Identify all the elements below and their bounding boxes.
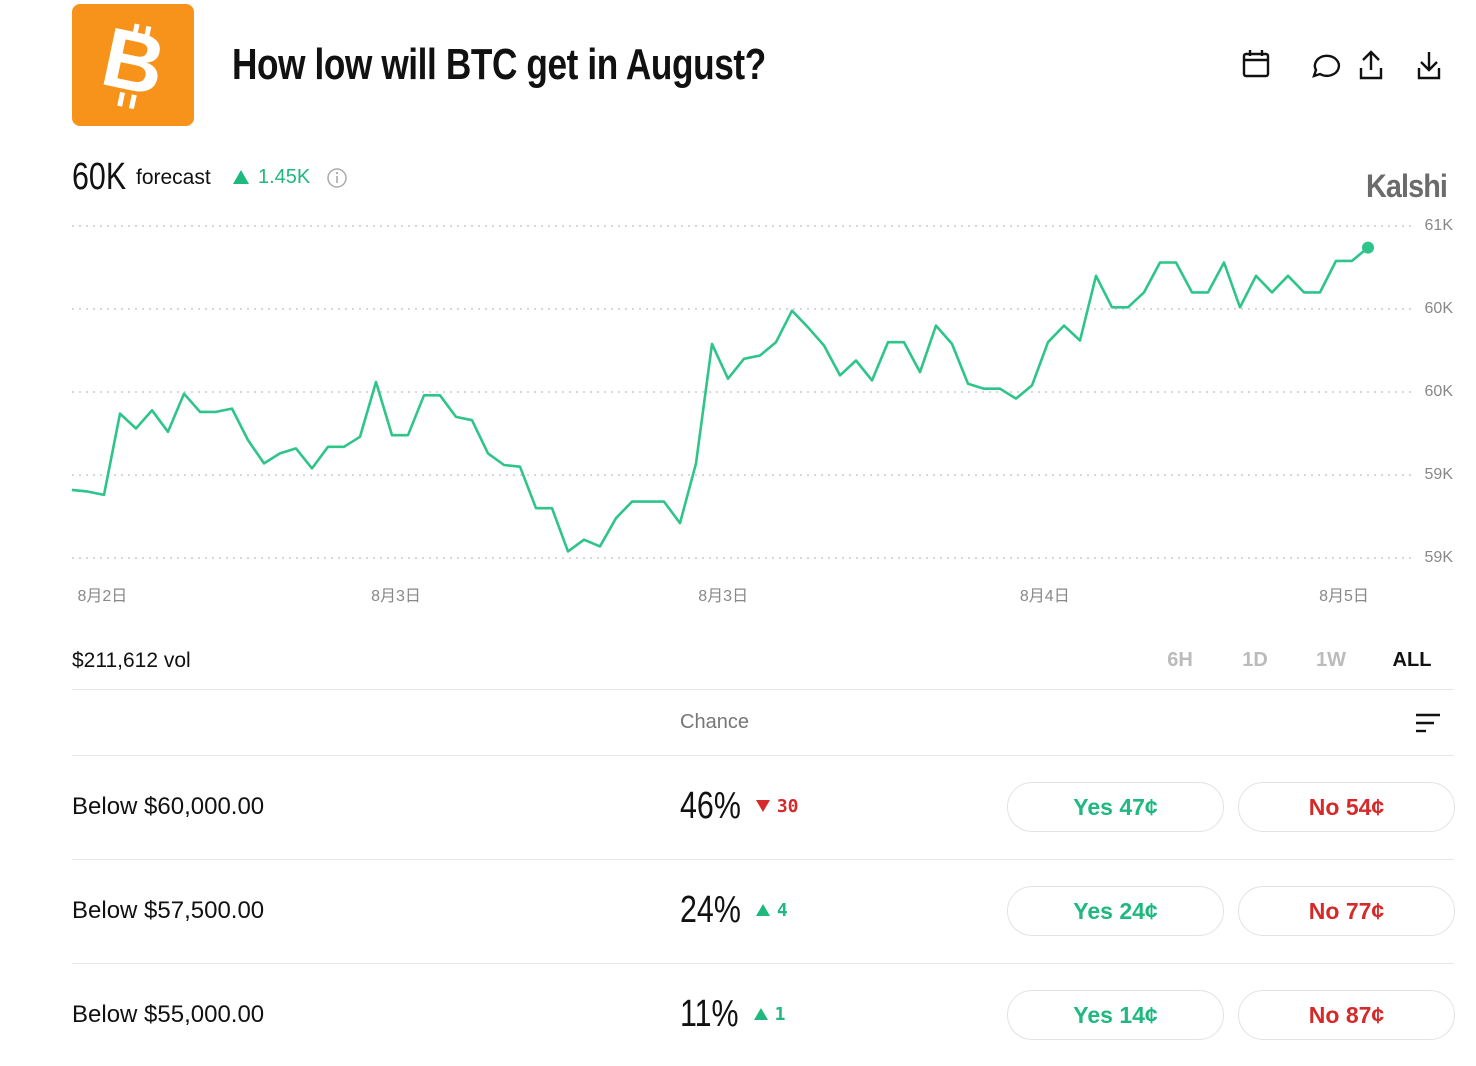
range-button[interactable]: 6H <box>1167 649 1193 671</box>
x-tick-label: 8月4日 <box>1020 588 1070 605</box>
x-tick-label: 8月5日 <box>1319 588 1369 605</box>
yes-button[interactable]: Yes 47¢ <box>1007 782 1224 832</box>
forecast-arrow <box>233 170 249 184</box>
yes-button[interactable]: Yes 24¢ <box>1007 886 1224 936</box>
x-tick-label: 8月3日 <box>371 588 421 605</box>
title: How low will BTC get in August? <box>232 40 766 89</box>
y-tick-label: 60K <box>1425 383 1454 400</box>
sort-icon[interactable] <box>1414 712 1442 734</box>
direction-arrow <box>755 904 770 916</box>
change-arrow <box>755 904 770 916</box>
forecast-change: 1.45K <box>258 166 311 188</box>
chance: 24% <box>680 889 741 931</box>
y-tick-label: 59K <box>1425 549 1454 566</box>
x-tick-label: 8月2日 <box>77 588 127 605</box>
info-icon[interactable] <box>326 167 348 189</box>
direction-arrow <box>753 1008 768 1020</box>
y-tick-label: 60K <box>1425 300 1454 317</box>
chart: 61K 60K 60K 59K 59K 8月2日 8月3日 8月3日 8月4日 8月5日 <box>71 217 1454 605</box>
change: 4 <box>776 900 788 921</box>
range-button[interactable]: 1W <box>1316 649 1346 671</box>
direction-arrow <box>233 170 249 184</box>
row-label: Below $57,500.00 <box>72 897 265 924</box>
no-button[interactable]: No 77¢ <box>1238 886 1455 936</box>
last-point <box>1362 241 1374 254</box>
yes-button[interactable]: Yes 14¢ <box>1007 990 1224 1040</box>
forecast-value: 60K <box>72 156 127 198</box>
no-button[interactable]: No 87¢ <box>1238 990 1455 1040</box>
divider <box>72 755 1454 756</box>
change-arrow <box>755 800 770 812</box>
row-label: Below $55,000.00 <box>72 1001 265 1028</box>
x-tick-label: 8月3日 <box>698 588 748 605</box>
brand: Kalshi <box>1366 168 1448 204</box>
chance: 11% <box>680 993 739 1035</box>
no-button[interactable]: No 54¢ <box>1238 782 1455 832</box>
divider <box>72 689 1454 690</box>
y-tick-label: 61K <box>1425 217 1454 234</box>
change: 30 <box>776 796 799 817</box>
price-line <box>71 246 1369 553</box>
range-button[interactable]: ALL <box>1392 649 1432 671</box>
chance: 46% <box>680 785 741 827</box>
change-arrow <box>753 1008 768 1020</box>
range-button[interactable]: 1D <box>1242 649 1268 671</box>
toolbar-icons[interactable] <box>1240 48 1450 84</box>
table-header: Chance <box>680 711 749 733</box>
divider <box>72 859 1454 860</box>
divider <box>72 963 1454 964</box>
row-label: Below $60,000.00 <box>72 793 265 820</box>
change: 1 <box>774 1004 786 1025</box>
y-tick-label: 59K <box>1425 466 1454 483</box>
forecast-label: forecast <box>136 166 211 189</box>
direction-arrow <box>755 800 770 812</box>
btc-logo: B <box>72 4 194 126</box>
volume: $211,612 vol <box>72 649 191 672</box>
